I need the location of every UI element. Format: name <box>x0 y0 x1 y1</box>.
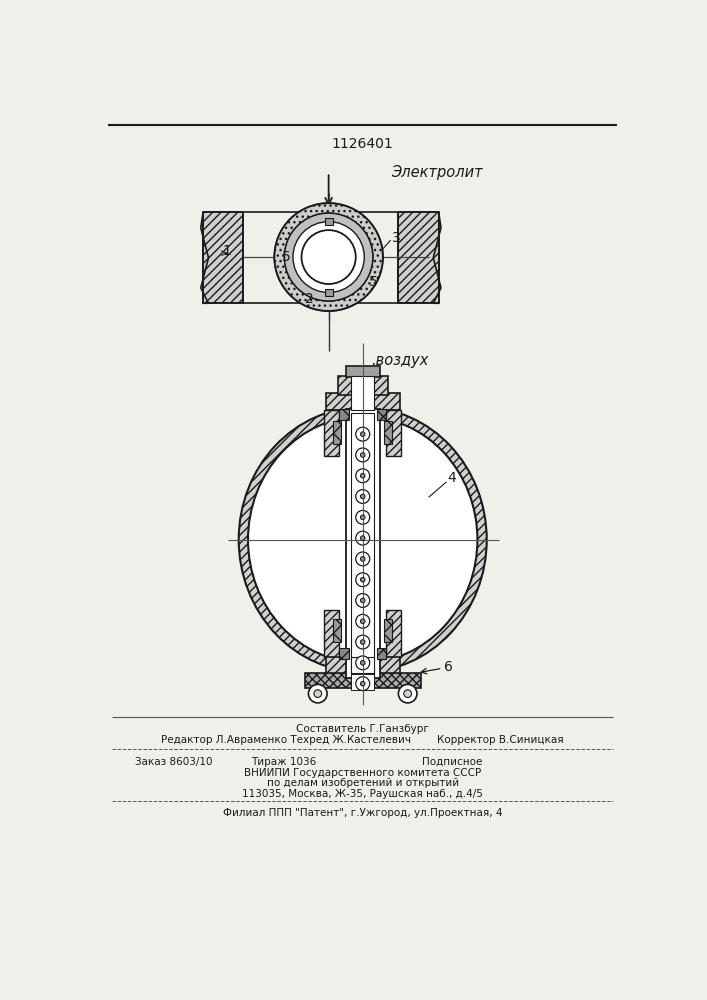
Bar <box>398 212 438 303</box>
Text: Подписное: Подписное <box>421 757 482 767</box>
Bar <box>325 289 332 296</box>
Text: ВНИИПИ Государственного комитета СССР: ВНИИПИ Государственного комитета СССР <box>244 768 481 778</box>
Circle shape <box>361 640 365 644</box>
Text: 113035, Москва, Ж-35, Раушская наб., д.4/5: 113035, Москва, Ж-35, Раушская наб., д.4… <box>243 789 483 799</box>
Text: Электролит: Электролит <box>391 165 482 180</box>
Ellipse shape <box>239 407 486 672</box>
Circle shape <box>361 536 365 540</box>
Text: .воздух: .воздух <box>371 353 428 368</box>
Circle shape <box>361 619 365 624</box>
Circle shape <box>361 661 365 665</box>
Bar <box>338 376 387 395</box>
Circle shape <box>284 213 373 301</box>
Circle shape <box>284 213 373 301</box>
Bar <box>325 657 400 674</box>
Text: 6: 6 <box>443 660 452 674</box>
Bar <box>385 421 392 444</box>
Bar <box>351 376 374 410</box>
Bar <box>333 421 341 444</box>
Text: 3: 3 <box>392 231 401 245</box>
Circle shape <box>356 427 370 441</box>
Circle shape <box>356 656 370 670</box>
Ellipse shape <box>248 416 477 663</box>
Circle shape <box>301 230 356 284</box>
Circle shape <box>361 494 365 499</box>
Circle shape <box>356 531 370 545</box>
Bar <box>385 619 392 642</box>
Circle shape <box>361 557 365 561</box>
Bar <box>351 674 374 690</box>
Circle shape <box>356 594 370 607</box>
Bar <box>351 657 374 674</box>
Circle shape <box>356 614 370 628</box>
Circle shape <box>361 432 365 436</box>
Circle shape <box>284 213 373 301</box>
Bar <box>339 409 349 420</box>
Text: Тираж 1036: Тираж 1036 <box>251 757 316 767</box>
Text: Заказ 8603/10: Заказ 8603/10 <box>135 757 212 767</box>
Bar <box>325 393 400 410</box>
Circle shape <box>398 684 417 703</box>
Text: 5: 5 <box>369 275 378 289</box>
Circle shape <box>308 684 327 703</box>
Bar <box>346 366 380 377</box>
Text: 5: 5 <box>281 250 291 264</box>
Bar <box>377 409 386 420</box>
Bar <box>324 610 339 657</box>
Text: 2: 2 <box>305 292 314 306</box>
Bar <box>305 673 421 688</box>
Circle shape <box>314 690 322 698</box>
Circle shape <box>404 690 411 698</box>
Circle shape <box>274 203 383 311</box>
Circle shape <box>361 453 365 457</box>
Bar <box>325 218 332 225</box>
Bar <box>324 410 339 456</box>
Bar <box>346 409 380 678</box>
Bar <box>351 413 374 674</box>
Circle shape <box>361 473 365 478</box>
Bar <box>386 410 402 456</box>
Bar <box>377 648 386 659</box>
Bar <box>386 610 402 657</box>
Circle shape <box>356 635 370 649</box>
Circle shape <box>356 490 370 503</box>
Text: Филиал ППП "Патент", г.Ужгород, ул.Проектная, 4: Филиал ППП "Патент", г.Ужгород, ул.Проек… <box>223 808 503 818</box>
Circle shape <box>356 510 370 524</box>
Bar <box>339 648 349 659</box>
Text: Редактор Л.Авраменко Техред Ж.Кастелевич        Корректор В.Синицкая: Редактор Л.Авраменко Техред Ж.Кастелевич… <box>161 735 564 745</box>
Circle shape <box>356 552 370 566</box>
Circle shape <box>356 448 370 462</box>
Text: 4: 4 <box>448 471 456 485</box>
Bar <box>333 619 341 642</box>
Circle shape <box>356 469 370 483</box>
Text: 1: 1 <box>223 244 232 258</box>
Circle shape <box>293 222 364 292</box>
Circle shape <box>274 203 383 311</box>
Bar <box>203 212 243 303</box>
Circle shape <box>361 515 365 520</box>
Circle shape <box>361 681 365 686</box>
Circle shape <box>356 677 370 691</box>
Circle shape <box>356 573 370 587</box>
Circle shape <box>361 577 365 582</box>
Bar <box>351 673 374 688</box>
Text: Составитель Г.Ганзбург: Составитель Г.Ганзбург <box>296 724 429 734</box>
Text: по делам изобретений и открытий: по делам изобретений и открытий <box>267 778 459 788</box>
Text: 1126401: 1126401 <box>332 137 394 151</box>
Circle shape <box>361 598 365 603</box>
